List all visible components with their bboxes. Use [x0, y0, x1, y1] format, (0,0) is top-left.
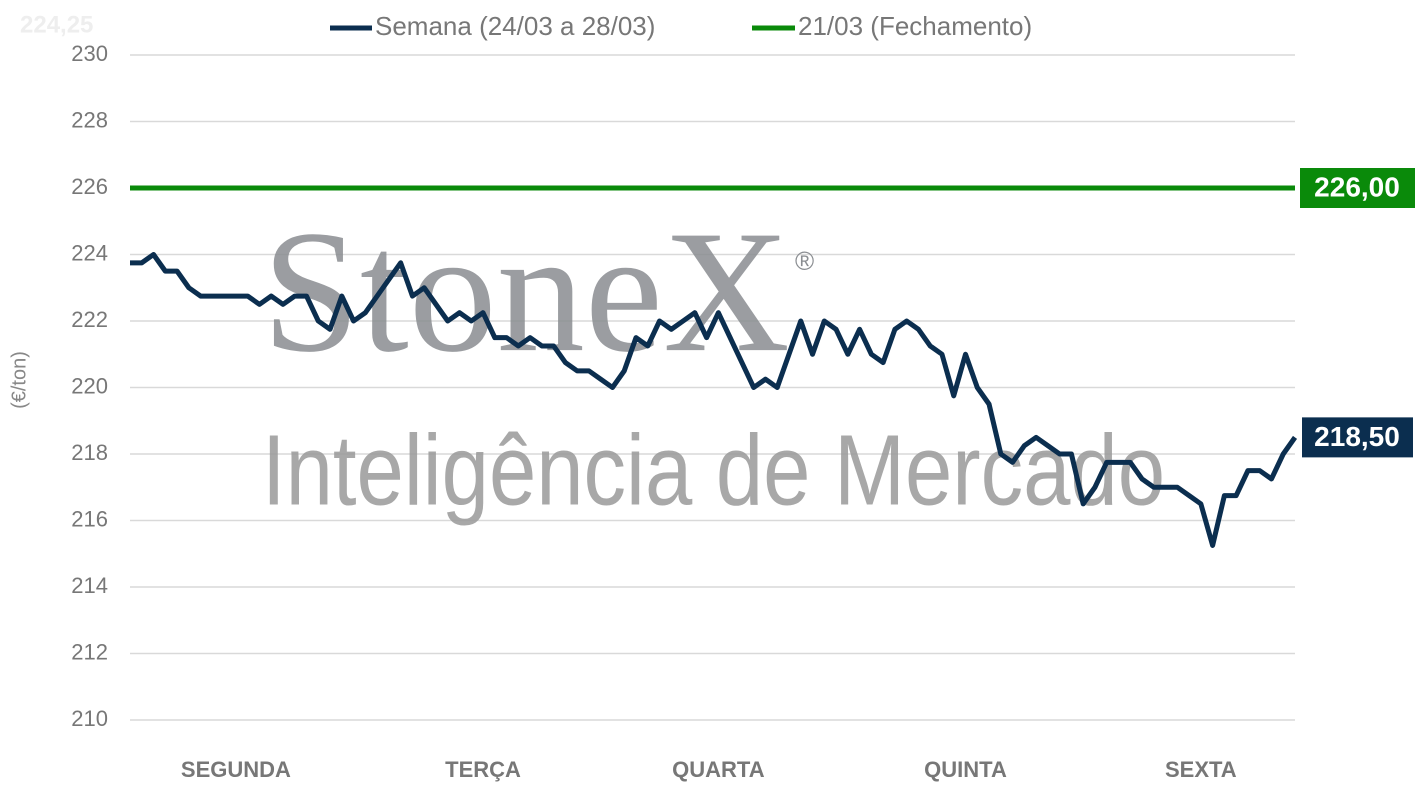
x-tick-label: QUINTA — [924, 757, 1007, 782]
end-label-box — [1302, 417, 1413, 458]
end-label: 218,50 — [1314, 421, 1400, 452]
watermark-registered: ® — [795, 246, 814, 276]
legend-label: Semana (24/03 a 28/03) — [375, 11, 655, 41]
watermark-brand: StoneX — [262, 194, 790, 388]
y-tick-label: 230 — [71, 41, 108, 66]
reference-label-box — [1300, 168, 1415, 208]
y-tick-label: 210 — [71, 706, 108, 731]
legend-label: 21/03 (Fechamento) — [798, 11, 1032, 41]
ghost-label: 224,25 — [20, 11, 93, 38]
y-tick-label: 212 — [71, 639, 108, 664]
y-tick-label: 216 — [71, 506, 108, 531]
y-tick-label: 222 — [71, 307, 108, 332]
y-axis-label: (€/ton) — [8, 351, 30, 409]
watermark-tagline: Inteligência de Mercado — [262, 414, 1165, 526]
y-tick-label: 214 — [71, 573, 108, 598]
y-tick-label: 218 — [71, 440, 108, 465]
x-tick-label: TERÇA — [445, 757, 521, 782]
y-tick-label: 224 — [71, 240, 108, 265]
y-tick-label: 226 — [71, 174, 108, 199]
x-tick-label: SEXTA — [1165, 757, 1237, 782]
x-tick-label: QUARTA — [672, 757, 765, 782]
y-tick-label: 228 — [71, 107, 108, 132]
x-tick-label: SEGUNDA — [181, 757, 291, 782]
series-line — [130, 252, 1298, 548]
reference-label: 226,00 — [1314, 171, 1400, 202]
y-tick-label: 220 — [71, 373, 108, 398]
